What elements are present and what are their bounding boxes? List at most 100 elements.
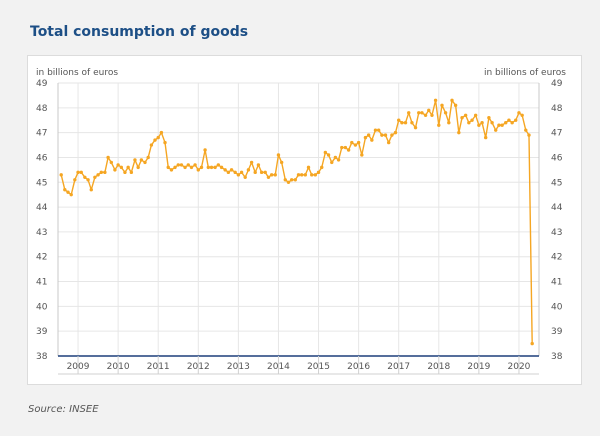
data-point bbox=[477, 123, 481, 127]
data-point bbox=[163, 140, 167, 145]
data-point bbox=[276, 153, 281, 157]
data-point bbox=[203, 148, 207, 152]
data-point bbox=[383, 133, 388, 137]
y-tick-label-left: 47 bbox=[36, 129, 47, 139]
y-axis-left: 38 39 40 41 42 43 44 45 46 47 48 49 bbox=[36, 79, 48, 362]
x-tick-label: 2015 bbox=[307, 362, 330, 372]
data-point bbox=[269, 173, 274, 177]
data-point bbox=[179, 163, 184, 167]
data-point bbox=[440, 103, 444, 108]
y-tick-label-right: 47 bbox=[551, 129, 562, 139]
y-tick-label-left: 41 bbox=[36, 278, 47, 288]
data-point bbox=[527, 133, 531, 137]
data-point bbox=[437, 123, 441, 127]
series-layer bbox=[59, 98, 534, 346]
data-point bbox=[460, 116, 464, 120]
data-point bbox=[373, 128, 378, 132]
data-point bbox=[193, 163, 197, 167]
data-point bbox=[189, 165, 194, 170]
data-point bbox=[330, 160, 334, 165]
y-tick-label-left: 42 bbox=[36, 253, 47, 263]
data-point bbox=[420, 111, 424, 115]
data-point bbox=[63, 188, 67, 192]
data-point bbox=[93, 175, 97, 180]
x-tick-label: 2016 bbox=[347, 362, 370, 372]
data-point bbox=[453, 103, 458, 108]
data-point bbox=[326, 153, 331, 157]
y-tick-label-right: 48 bbox=[551, 104, 563, 114]
data-point bbox=[159, 130, 164, 135]
data-point bbox=[390, 133, 394, 137]
data-point bbox=[66, 190, 70, 194]
x-tick-label: 2011 bbox=[147, 362, 170, 372]
data-point bbox=[59, 173, 63, 177]
data-point bbox=[109, 160, 114, 165]
data-point bbox=[199, 165, 204, 170]
data-point bbox=[196, 168, 200, 172]
y-tick-label-left: 49 bbox=[36, 79, 48, 89]
data-point bbox=[343, 145, 348, 150]
data-point bbox=[494, 128, 498, 132]
data-point bbox=[89, 188, 93, 192]
data-point bbox=[123, 170, 127, 175]
data-point bbox=[500, 123, 504, 127]
data-point bbox=[473, 113, 478, 117]
y-tick-label-right: 44 bbox=[551, 203, 563, 213]
data-point bbox=[126, 165, 130, 170]
data-point bbox=[303, 173, 308, 177]
data-point bbox=[106, 155, 110, 160]
data-point bbox=[249, 160, 254, 165]
data-point bbox=[113, 168, 117, 172]
y-axis-label-left: in billions of euros bbox=[36, 68, 118, 78]
data-point bbox=[119, 165, 124, 170]
data-point bbox=[273, 173, 277, 177]
data-point bbox=[323, 150, 328, 155]
data-point bbox=[504, 121, 508, 125]
data-point bbox=[480, 121, 484, 125]
data-point bbox=[286, 180, 291, 184]
data-point bbox=[393, 130, 398, 135]
data-point bbox=[243, 175, 247, 180]
data-point bbox=[76, 170, 80, 175]
y-tick-label-right: 49 bbox=[551, 79, 563, 89]
data-point bbox=[143, 160, 147, 165]
data-point bbox=[289, 178, 294, 182]
data-point bbox=[73, 178, 77, 182]
data-point bbox=[293, 178, 297, 182]
data-point bbox=[423, 113, 428, 117]
y-axis-label-right: in billions of euros bbox=[484, 68, 566, 78]
data-point bbox=[116, 163, 120, 167]
data-point bbox=[213, 165, 217, 170]
data-point bbox=[223, 168, 227, 172]
data-point bbox=[346, 148, 351, 152]
data-point bbox=[413, 125, 418, 130]
data-point bbox=[209, 165, 214, 170]
data-point bbox=[510, 121, 514, 125]
grid-lines bbox=[57, 82, 540, 357]
data-point bbox=[403, 121, 408, 125]
x-tick-label: 2012 bbox=[187, 362, 210, 372]
x-tick-label: 2014 bbox=[267, 362, 290, 372]
data-point bbox=[340, 145, 344, 150]
x-tick-label: 2019 bbox=[467, 362, 490, 372]
data-point bbox=[350, 140, 354, 145]
data-point bbox=[363, 135, 368, 140]
data-point bbox=[524, 128, 528, 132]
data-point bbox=[283, 178, 287, 182]
data-point bbox=[156, 135, 160, 140]
data-point bbox=[206, 165, 211, 170]
data-point bbox=[263, 170, 267, 175]
y-tick-label-left: 44 bbox=[36, 203, 48, 213]
series-line bbox=[60, 99, 533, 344]
data-point bbox=[256, 163, 261, 167]
data-point bbox=[376, 128, 381, 132]
data-point bbox=[447, 121, 451, 125]
data-point bbox=[239, 170, 244, 175]
data-point bbox=[169, 168, 174, 172]
data-point bbox=[517, 111, 521, 115]
y-tick-label-right: 39 bbox=[551, 327, 563, 337]
data-point bbox=[99, 170, 103, 175]
data-point bbox=[69, 192, 73, 197]
data-point bbox=[353, 143, 358, 147]
data-point bbox=[149, 143, 154, 147]
